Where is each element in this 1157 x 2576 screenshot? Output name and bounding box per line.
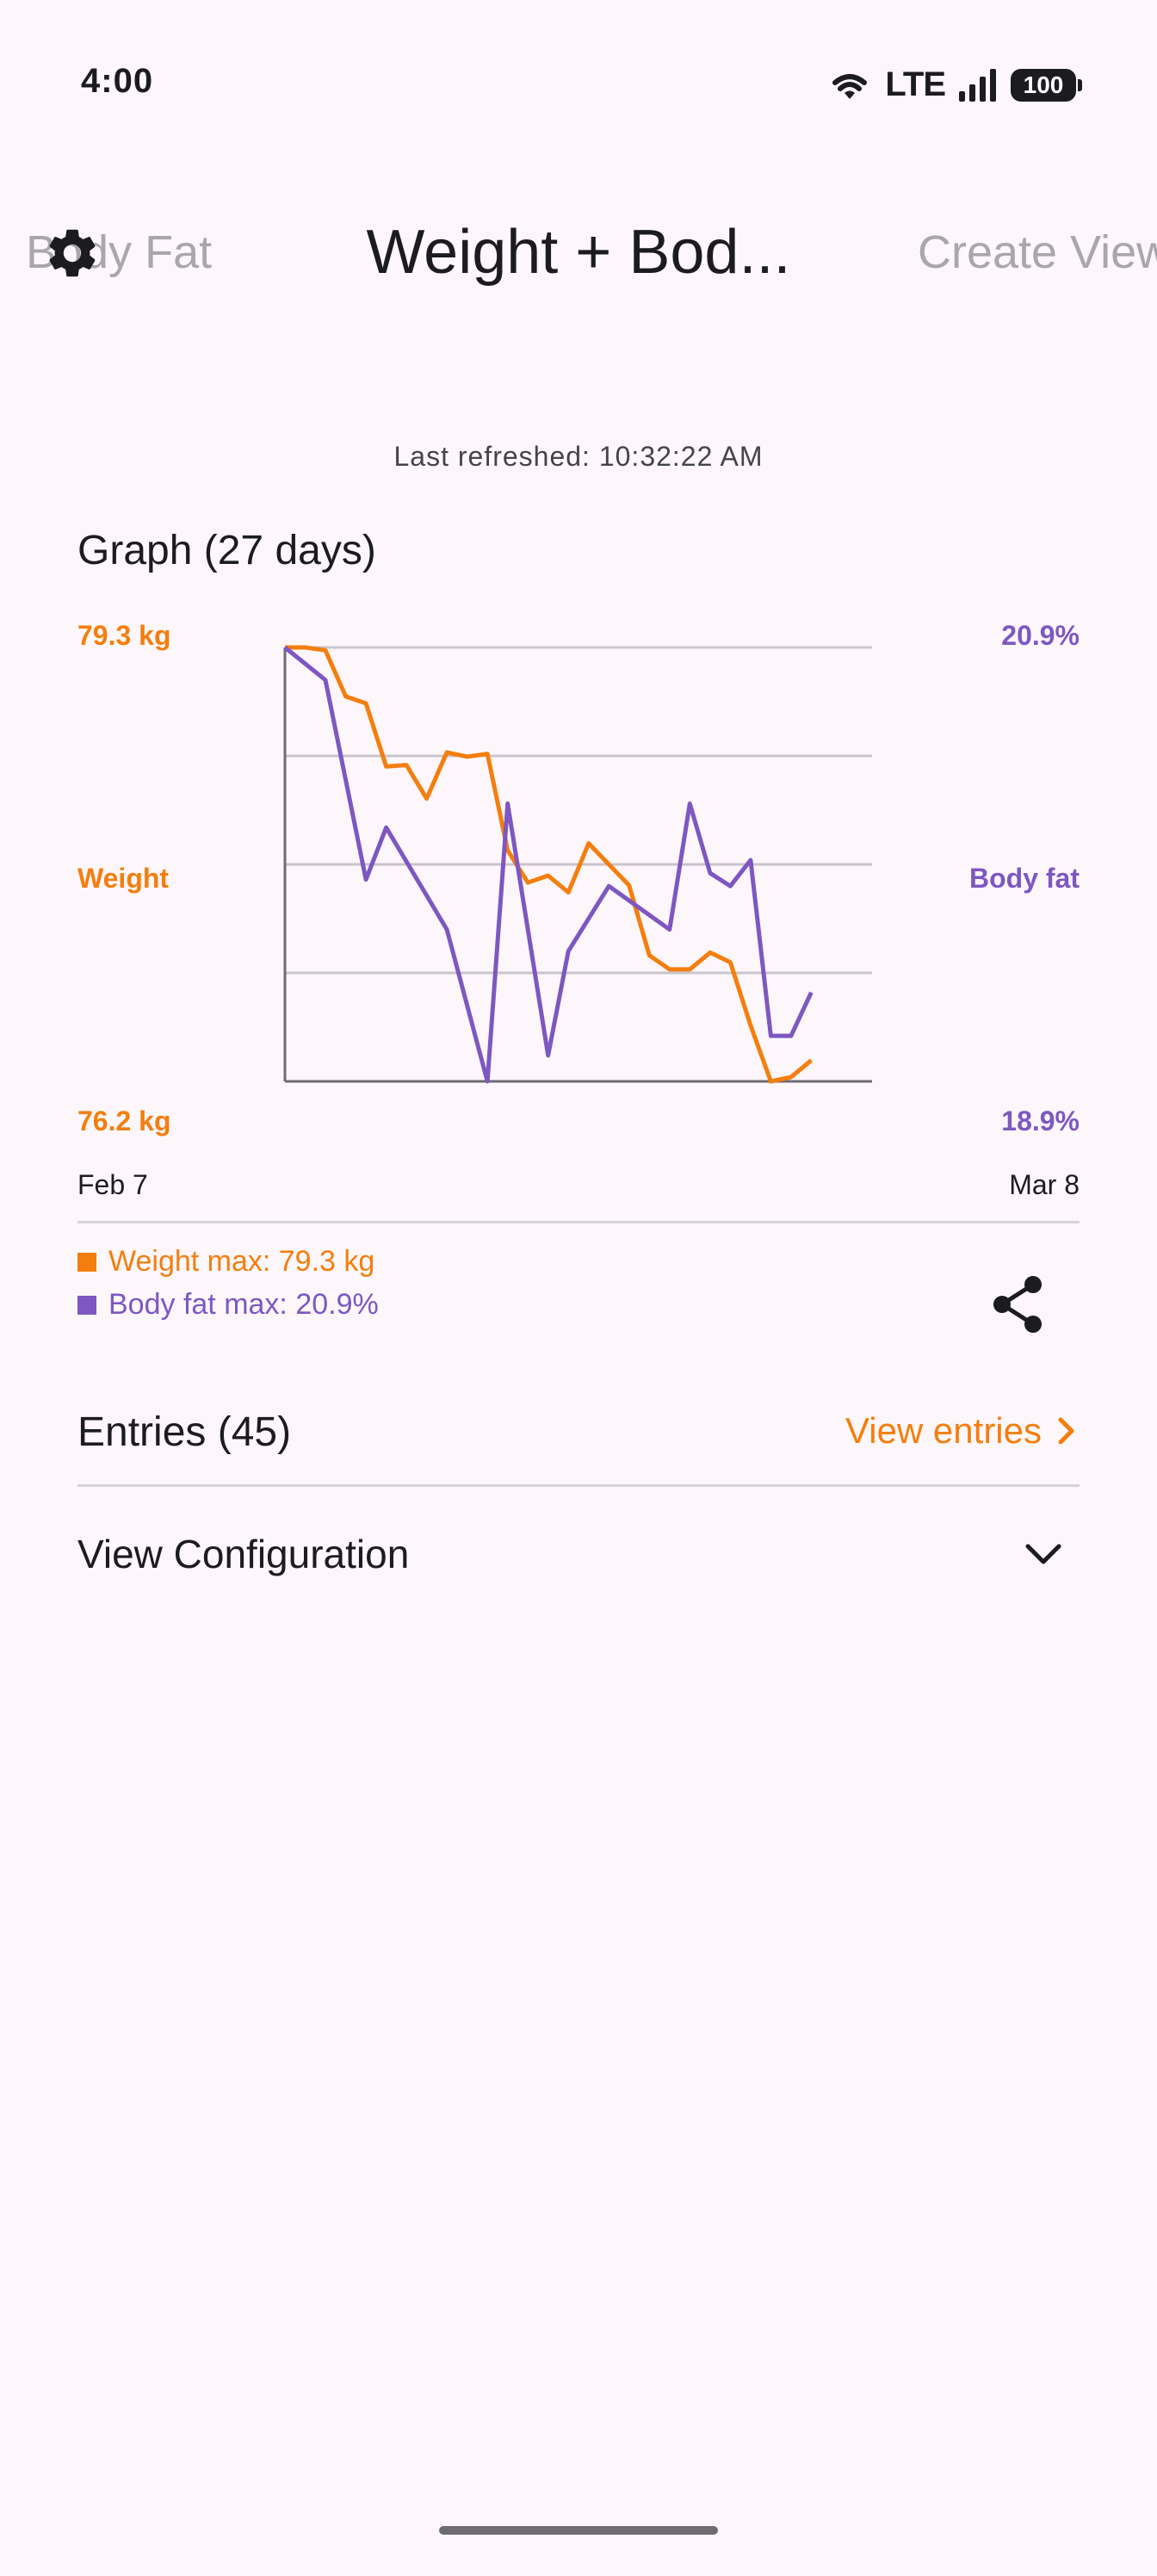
battery-level: 100 [1023,71,1064,98]
weight-axis-label: Weight [77,863,170,894]
chart-series [283,645,814,1084]
signal-icon [959,68,996,102]
chevron-right-icon [1058,1417,1074,1445]
divider [77,1484,1080,1487]
network-type: LTE [885,65,946,103]
weight-axis-min: 76.2 kg [77,1105,171,1136]
gear-icon[interactable] [43,224,102,282]
bodyfat-axis-max: 20.9% [1001,620,1080,651]
date-end: Mar 8 [1009,1169,1080,1200]
series-line-weight [285,645,813,1084]
legend-body-fat-swatch [77,1295,96,1315]
battery-icon: 100 [1011,68,1082,102]
home-indicator[interactable] [439,2526,718,2535]
legend-weight: Weight max: 79.3 kg [77,1245,374,1279]
view-configuration-title[interactable]: View Configuration [77,1532,410,1576]
last-refreshed: Last refreshed: 10:32:22 AM [393,441,764,472]
share-icon[interactable] [990,1274,1047,1334]
graph-title: Graph (27 days) [77,528,376,573]
wifi-icon [832,73,868,99]
legend-weight-label: Weight max: 79.3 kg [108,1245,375,1278]
legend-weight-swatch [77,1252,96,1272]
bodyfat-axis-min: 18.9% [1001,1105,1080,1136]
view-entries-label: View entries [845,1410,1042,1451]
divider [77,1221,1080,1223]
bodyfat-axis-label: Body fat [969,863,1080,894]
view-entries-link[interactable]: View entries [845,1410,1076,1452]
legend-body-fat: Body fat max: 20.9% [77,1288,379,1322]
weight-axis-max: 79.3 kg [77,620,171,651]
entries-title: Entries (45) [77,1409,292,1455]
status-icons: LTE 100 [828,65,1082,104]
line-chart [283,645,872,1084]
tab-create-view[interactable]: Create View [918,226,1157,278]
tab-weight-body-fat[interactable]: Weight + Bod... [366,218,791,287]
date-start: Feb 7 [77,1169,148,1200]
series-line-body-fat [283,646,814,1084]
status-time: 4:00 [81,62,154,100]
chevron-down-icon[interactable] [1023,1539,1064,1570]
legend-body-fat-label: Body fat max: 20.9% [108,1288,379,1321]
